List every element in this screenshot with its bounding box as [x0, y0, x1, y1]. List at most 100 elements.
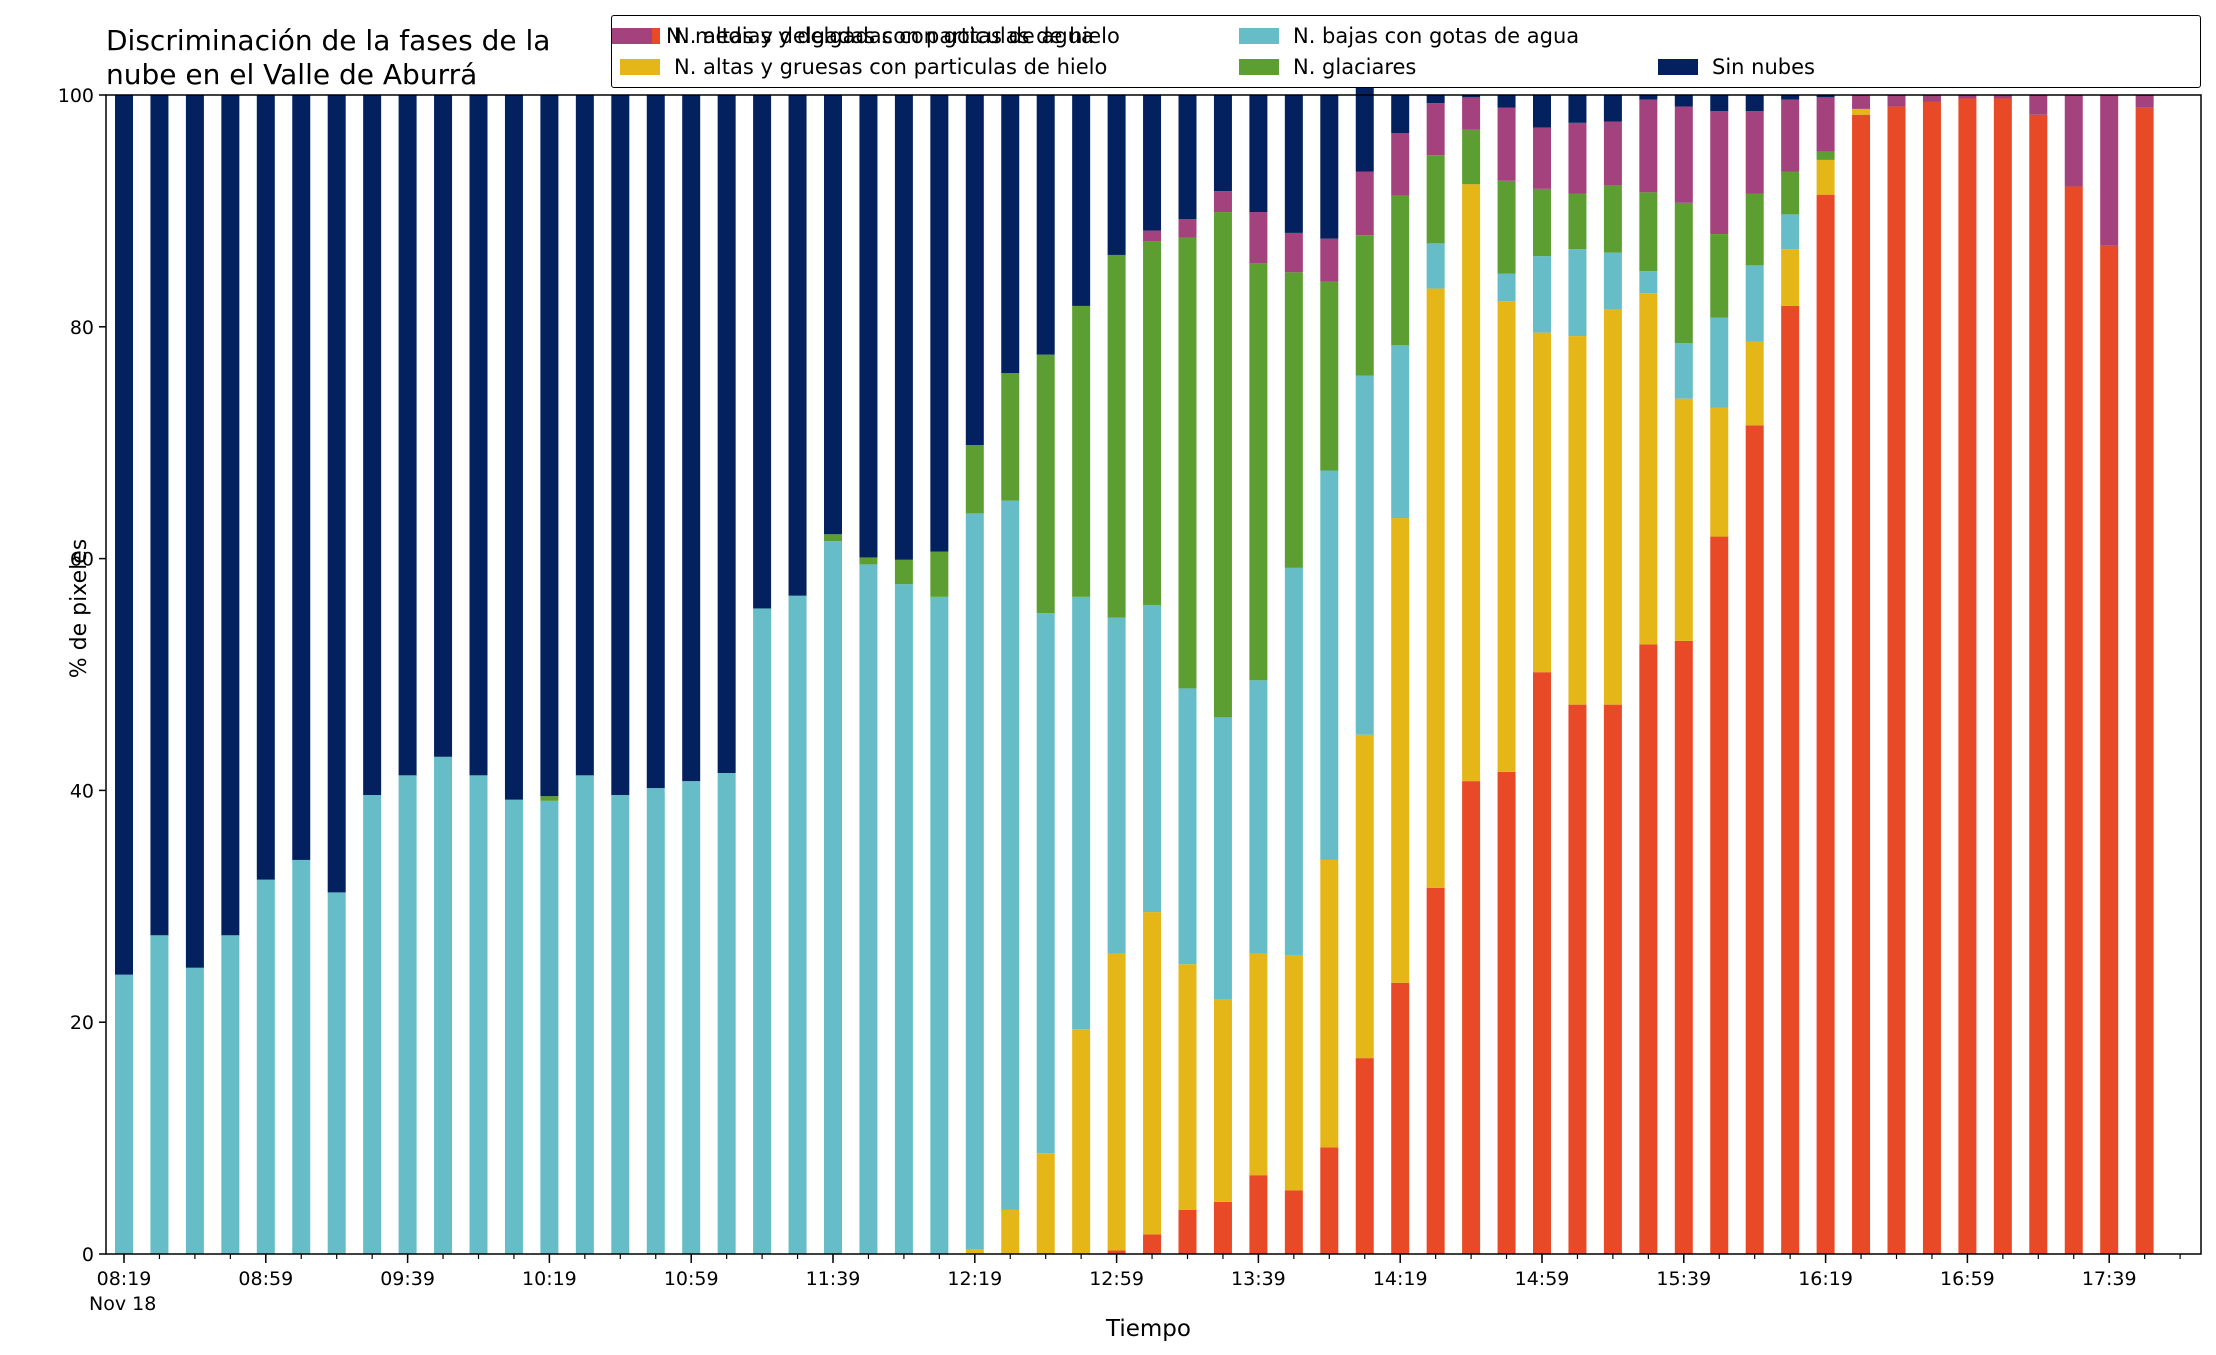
bar-segment-s4-16:49	[1922, 95, 1941, 102]
bar-segment-s3-13:59	[1320, 281, 1339, 471]
bar-segment-s2-09:29	[363, 795, 382, 1254]
bar-segment-s5-11:39	[824, 95, 842, 535]
bar-segment-s3-12:19	[965, 445, 984, 514]
bar-segment-s3-15:49	[1710, 234, 1729, 318]
bar-segment-s4-17:09	[1993, 95, 2012, 99]
bar-segment-s5-11:09	[717, 95, 736, 774]
bar-segment-s1-14:49	[1497, 301, 1516, 772]
bar-segment-s3-15:59	[1745, 193, 1764, 266]
bar-segment-s3-12:29	[1001, 373, 1020, 501]
bar-segment-s2-15:19	[1603, 252, 1622, 310]
bar-segment-s2-10:19	[540, 800, 559, 1254]
bar-segment-s4-14:09	[1355, 171, 1374, 236]
bar-segment-s0-14:19	[1391, 982, 1410, 1254]
bar-segment-s3-14:39	[1462, 129, 1481, 185]
bar-segment-s3-14:59	[1533, 188, 1551, 257]
legend-label: N. altas y delgadas con particulas de hi…	[674, 24, 1120, 48]
legend-label: N. glaciares	[1293, 55, 1417, 79]
bar-segment-s4-13:49	[1284, 232, 1303, 273]
x-tick-label: 12:59	[1089, 1268, 1144, 1290]
bar-segment-s0-13:09	[1143, 1234, 1162, 1254]
bar-segment-s1-15:59	[1745, 341, 1764, 426]
bar-segment-s0-16:29	[1852, 114, 1871, 1254]
bar-segment-s5-14:09	[1355, 84, 1374, 172]
bar-segment-s5-13:29	[1213, 95, 1232, 192]
bar-segment-s1-13:49	[1284, 954, 1303, 1191]
bar-segment-s2-08:29	[150, 935, 169, 1254]
legend-swatch	[1239, 59, 1279, 75]
bar-segment-s0-15:09	[1568, 704, 1587, 1254]
x-tick-label: 17:39	[2082, 1268, 2137, 1290]
bar-segment-s4-13:09	[1143, 230, 1162, 242]
bar-segment-s5-08:29	[150, 95, 169, 936]
x-tick-label: 16:19	[1798, 1268, 1853, 1290]
bar-segment-s5-15:49	[1710, 95, 1729, 112]
bar-segment-s5-10:39	[611, 95, 630, 796]
bar-segment-s5-09:29	[363, 95, 382, 796]
bar-segment-s4-16:09	[1781, 99, 1800, 172]
legend-item: N. bajas con gotas de agua	[1239, 21, 1579, 51]
legend: N. altas y delgadas con particulas de hi…	[611, 15, 2201, 88]
bar-segment-s2-09:19	[327, 892, 346, 1254]
bar-segment-s4-13:29	[1213, 191, 1232, 213]
bar-segment-s4-14:19	[1391, 133, 1410, 196]
bar-segment-s2-15:39	[1674, 343, 1693, 399]
bar-segment-s0-15:49	[1710, 536, 1729, 1254]
bar-segment-s5-12:49	[1072, 95, 1091, 306]
bar-segment-s1-13:19	[1178, 964, 1197, 1210]
x-axis-label: Tiempo	[1106, 1316, 1191, 1342]
bar-segment-s5-16:09	[1781, 95, 1800, 100]
bar-segment-s1-15:39	[1674, 398, 1693, 641]
bar-segment-s0-17:49	[2135, 107, 2154, 1254]
bar-segment-s2-08:39	[185, 967, 204, 1254]
bar-segment-s1-12:59	[1107, 953, 1126, 1251]
x-tick-label: Nov 18	[89, 1293, 156, 1315]
legend-item: N. altas y gruesas con particulas de hie…	[620, 52, 1107, 82]
x-tick-label: 14:59	[1515, 1268, 1570, 1290]
bar-segment-s2-13:09	[1143, 604, 1162, 913]
legend-item: Sin nubes	[1658, 52, 1815, 82]
bar-segment-s2-15:09	[1568, 249, 1587, 337]
bar-segment-s1-15:49	[1710, 407, 1729, 537]
bar-segment-s3-15:19	[1603, 185, 1622, 253]
bar-segment-s2-12:29	[1001, 500, 1020, 1210]
bar-segment-s2-09:39	[398, 775, 417, 1254]
bar-segment-s5-15:19	[1603, 95, 1622, 122]
y-tick-label: 60	[70, 549, 94, 571]
bar-segment-s0-13:19	[1178, 1209, 1197, 1254]
axes-frame	[105, 94, 2202, 1255]
bar-segment-s2-13:59	[1320, 470, 1339, 860]
bar-segment-s5-14:19	[1391, 95, 1410, 134]
bar-segment-s3-12:59	[1107, 254, 1126, 618]
bar-segment-s5-10:49	[646, 95, 665, 789]
bar-segment-s2-10:59	[682, 781, 701, 1254]
x-tick-label: 16:59	[1940, 1268, 1995, 1290]
bar-segment-s0-13:49	[1284, 1190, 1303, 1254]
bar-segment-s5-13:59	[1320, 95, 1339, 239]
bar-segment-s2-14:19	[1391, 345, 1410, 519]
bar-segment-s2-12:59	[1107, 617, 1126, 954]
bar-segment-s0-15:29	[1639, 644, 1658, 1254]
bar-segment-s3-14:09	[1355, 235, 1374, 376]
x-tick-label: 12:19	[947, 1268, 1002, 1290]
bar-segment-s5-14:59	[1533, 95, 1551, 128]
bar-segment-s1-12:29	[1001, 1209, 1020, 1254]
bar-segment-s4-17:19	[2029, 95, 2048, 115]
bar-segment-s5-09:49	[434, 95, 453, 757]
y-tick-label: 40	[70, 780, 94, 802]
bar-segment-s1-12:49	[1072, 1029, 1091, 1254]
bar-segment-s5-15:29	[1639, 95, 1658, 100]
bar-segment-s5-12:29	[1001, 95, 1020, 374]
bar-segment-s3-10:19	[540, 796, 559, 801]
x-tick-label: 15:39	[1656, 1268, 1711, 1290]
bar-segment-s2-12:39	[1036, 613, 1055, 1154]
bar-segment-s5-13:19	[1178, 95, 1197, 220]
bar-segment-s2-09:59	[469, 775, 488, 1254]
bar-segment-s3-15:39	[1674, 202, 1693, 344]
bar-segment-s4-15:29	[1639, 99, 1658, 193]
bar-segment-s5-12:19	[965, 95, 984, 446]
bar-segment-s2-11:19	[753, 608, 772, 1254]
legend-label: Sin nubes	[1712, 55, 1815, 79]
bar-segment-s4-15:49	[1710, 111, 1729, 235]
